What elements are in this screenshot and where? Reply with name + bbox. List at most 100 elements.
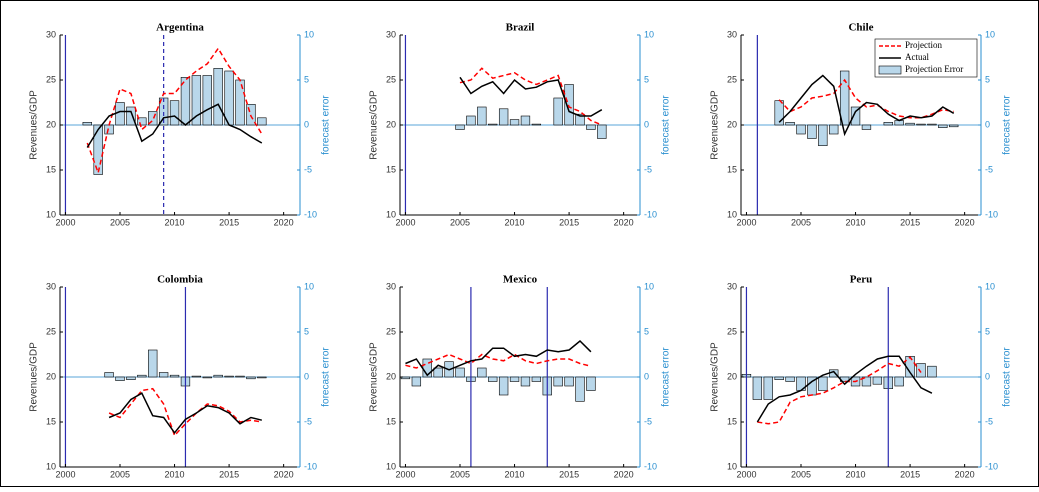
series-line [108,387,262,437]
y-tick-label: 10 [386,461,396,471]
y-tick-label: 15 [46,416,56,426]
error-bar [916,363,926,378]
error-bar [224,375,234,378]
x-tick-label: 2005 [450,217,470,227]
y2-tick-label: 10 [985,29,995,39]
error-bar [400,376,411,380]
series-line [459,76,603,117]
error-bar [246,104,256,126]
y-tick-label: 15 [727,416,737,426]
y2-tick-label: 10 [644,281,654,291]
error-bar [905,122,915,126]
panel-title: Colombia [157,274,203,286]
y2-tick-label: -10 [644,461,657,471]
y2-tick-label: -10 [304,209,317,219]
error-bar [894,376,904,387]
x-tick-label: 2005 [791,217,811,227]
error-bar [774,376,784,380]
error-bar [158,372,169,378]
series-line [86,47,263,176]
error-bar [137,117,147,126]
y2-tick-label: 10 [304,281,314,291]
y-tick-label: 20 [46,119,56,129]
error-bar [927,365,937,378]
error-bar [235,79,245,126]
x-tick-label: 2010 [505,217,525,227]
y-tick-label: 20 [386,119,396,129]
error-bar [586,376,596,391]
y-tick-label: 15 [727,164,737,174]
y-tick-label: 25 [727,326,737,336]
error-bar [509,119,520,126]
error-bar [520,115,531,126]
error-bar [202,75,212,126]
x-tick-label: 2000 [736,217,756,227]
error-bar [455,124,465,130]
error-bar [433,367,443,378]
y-tick-label: 10 [386,209,396,219]
panel-title: Brazil [506,22,535,34]
y-tick-label: 30 [46,29,56,39]
y-tick-label: 25 [727,74,737,84]
y-tick-label: 15 [386,416,396,426]
y-tick-label: 25 [386,74,396,84]
error-bar [169,100,180,126]
y-tick-label: 30 [727,281,737,291]
error-bar [531,376,542,382]
y2-tick-label: 0 [304,371,309,381]
y-tick-label: 15 [46,164,56,174]
x-tick-label: 2020 [274,469,294,479]
x-tick-label: 2020 [955,469,975,479]
series-line [108,392,262,435]
y2-tick-label: 0 [644,119,649,129]
y2-axis-label: forecast error [321,95,332,155]
x-tick-label: 2000 [55,469,75,479]
error-bar [191,375,202,378]
error-bar [553,376,563,387]
y2-tick-label: 5 [985,326,990,336]
y-tick-label: 20 [386,371,396,381]
series-line [405,353,592,369]
y2-tick-label: 0 [644,371,649,381]
y-axis-label: Revenues/GDP [29,342,40,412]
error-bar [498,108,509,126]
y2-tick-label: -5 [644,164,652,174]
series-line [86,103,263,148]
error-bar [916,123,926,126]
x-tick-label: 2010 [846,217,866,227]
error-bar [872,376,883,385]
y2-tick-label: -10 [985,209,998,219]
y-axis-label: Revenues/GDP [710,342,721,412]
error-bar [169,374,180,378]
y2-axis-label: forecast error [1002,95,1013,155]
error-bar [785,122,795,126]
error-bar [455,367,465,378]
panel-title: Mexico [503,274,538,286]
x-tick-label: 2005 [110,469,130,479]
error-bar [126,106,136,126]
error-bar [807,124,817,139]
y-tick-label: 20 [727,371,737,381]
y-tick-label: 25 [386,326,396,336]
error-bar [509,376,520,382]
y-tick-label: 20 [46,371,56,381]
error-bar [411,376,422,387]
error-bar [104,124,114,135]
y2-axis-label: forecast error [661,95,672,155]
legend-label: Projection Error [905,64,963,74]
x-tick-label: 2010 [505,469,525,479]
y2-tick-label: -5 [644,416,652,426]
y-axis-label: Revenues/GDP [710,90,721,160]
error-bar [488,123,498,126]
error-bar [796,124,806,135]
legend-swatch [878,65,902,75]
x-tick-label: 2015 [559,217,579,227]
y2-tick-label: -10 [985,461,998,471]
y2-axis-label: forecast error [1002,347,1013,407]
x-tick-label: 2020 [274,217,294,227]
error-bar [115,102,125,126]
error-bar [257,117,267,126]
error-bar [531,123,542,126]
error-bar [115,376,125,381]
error-bar [235,375,245,378]
